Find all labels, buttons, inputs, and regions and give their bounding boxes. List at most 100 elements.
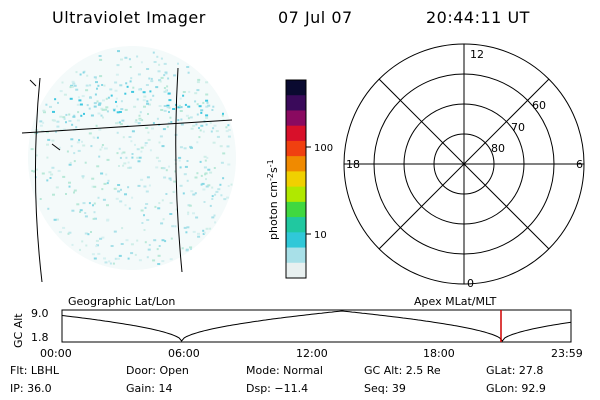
polar-label-18: 18 bbox=[346, 158, 360, 171]
aurora-speckle bbox=[120, 58, 123, 61]
aurora-speckle bbox=[85, 89, 89, 92]
aurora-speckle bbox=[78, 99, 82, 102]
aurora-speckle bbox=[225, 126, 228, 129]
aurora-speckle bbox=[93, 257, 97, 260]
aurora-speckle bbox=[173, 190, 176, 193]
colorbar-gradient bbox=[286, 80, 306, 279]
aurora-speckle bbox=[155, 166, 159, 169]
aurora-speckle bbox=[124, 92, 127, 95]
aurora-speckle bbox=[203, 231, 206, 234]
orbit-ytick-top: 9.0 bbox=[31, 307, 49, 320]
aurora-speckle bbox=[160, 109, 164, 111]
aurora-speckle bbox=[72, 115, 76, 118]
aurora-speckle bbox=[73, 84, 77, 87]
aurora-speckle bbox=[164, 71, 168, 74]
aurora-speckle bbox=[195, 123, 198, 126]
aurora-speckle bbox=[51, 139, 55, 142]
grid-tick bbox=[51, 143, 61, 151]
aurora-speckle bbox=[136, 55, 139, 58]
aurora-speckle bbox=[73, 189, 77, 192]
aurora-speckle bbox=[71, 243, 74, 246]
aurora-speckle bbox=[129, 66, 132, 68]
aurora-speckle bbox=[131, 156, 134, 159]
aurora-speckle bbox=[211, 216, 215, 219]
aurora-speckle bbox=[133, 105, 137, 108]
aurora-speckle bbox=[174, 170, 177, 173]
aurora-speckle bbox=[92, 217, 95, 220]
aurora-speckle bbox=[50, 173, 54, 176]
aurora-speckle bbox=[169, 116, 172, 119]
aurora-speckle bbox=[54, 98, 57, 101]
aurora-speckle bbox=[160, 57, 163, 60]
aurora-speckle bbox=[139, 111, 142, 114]
aurora-speckle bbox=[68, 181, 71, 184]
aurora-speckle bbox=[70, 145, 73, 148]
aurora-speckle bbox=[53, 218, 57, 221]
aurora-speckle bbox=[84, 212, 87, 214]
aurora-speckle bbox=[77, 111, 80, 114]
aurora-speckle bbox=[143, 229, 146, 231]
aurora-speckle bbox=[144, 241, 147, 244]
aurora-speckle bbox=[96, 165, 100, 168]
aurora-speckle bbox=[68, 185, 71, 188]
aurora-speckle bbox=[115, 97, 118, 100]
aurora-speckle bbox=[210, 130, 213, 133]
aurora-speckle bbox=[106, 182, 109, 185]
aurora-speckle bbox=[96, 87, 98, 90]
glat-field: GLat: 27.8 bbox=[486, 364, 544, 377]
aurora-speckle bbox=[107, 179, 110, 182]
aurora-speckle bbox=[169, 213, 173, 215]
aurora-speckle bbox=[110, 94, 113, 97]
aurora-speckle bbox=[202, 232, 205, 235]
aurora-speckle bbox=[116, 64, 120, 67]
aurora-speckle bbox=[119, 156, 122, 159]
aurora-speckle bbox=[97, 103, 101, 106]
aurora-speckle bbox=[81, 95, 85, 98]
aurora-speckle bbox=[214, 221, 217, 224]
aurora-speckle bbox=[31, 169, 34, 172]
aurora-speckle bbox=[140, 178, 144, 181]
aurora-speckle bbox=[166, 125, 169, 128]
aurora-speckle bbox=[114, 257, 117, 260]
aurora-speckle bbox=[97, 112, 101, 115]
aurora-speckle bbox=[100, 114, 103, 117]
aurora-speckle bbox=[186, 179, 189, 182]
aurora-speckle bbox=[127, 161, 130, 164]
aurora-speckle bbox=[175, 208, 178, 211]
colorbar-segment bbox=[286, 80, 306, 96]
aurora-speckle bbox=[61, 81, 64, 84]
aurora-speckle bbox=[183, 173, 187, 176]
aurora-speckle bbox=[97, 196, 100, 199]
aurora-speckle bbox=[213, 167, 216, 169]
aurora-speckle bbox=[45, 103, 48, 106]
aurora-speckle bbox=[116, 105, 118, 108]
colorbar-label: photon cm-2s-1 bbox=[266, 159, 280, 240]
aurora-speckle bbox=[118, 121, 121, 124]
aurora-speckle bbox=[76, 203, 80, 206]
aurora-speckle bbox=[220, 194, 223, 197]
aurora-speckle bbox=[196, 103, 199, 106]
aurora-speckle bbox=[103, 182, 107, 185]
colorbar-segment bbox=[286, 95, 306, 112]
aurora-speckle bbox=[63, 117, 66, 120]
gain-field: Gain: 14 bbox=[126, 382, 173, 395]
aurora-speckle bbox=[134, 121, 138, 124]
aurora-speckle bbox=[94, 217, 97, 220]
aurora-speckle bbox=[187, 117, 190, 120]
aurora-speckle bbox=[125, 156, 128, 159]
aurora-speckle bbox=[56, 218, 59, 221]
aurora-speckle bbox=[55, 186, 59, 189]
aurora-speckle bbox=[57, 101, 59, 104]
colorbar-segment bbox=[286, 262, 306, 279]
aurora-speckle bbox=[97, 252, 101, 255]
aurora-speckle bbox=[120, 100, 123, 103]
aurora-speckle bbox=[205, 114, 209, 117]
aurora-speckle bbox=[116, 131, 119, 134]
aurora-speckle bbox=[223, 198, 227, 201]
aurora-speckle bbox=[102, 99, 105, 102]
colorbar-segment bbox=[286, 201, 306, 218]
aurora-speckle bbox=[73, 191, 75, 194]
aurora-speckle bbox=[47, 207, 50, 210]
aurora-speckle bbox=[209, 121, 212, 124]
aurora-speckle bbox=[69, 86, 72, 89]
